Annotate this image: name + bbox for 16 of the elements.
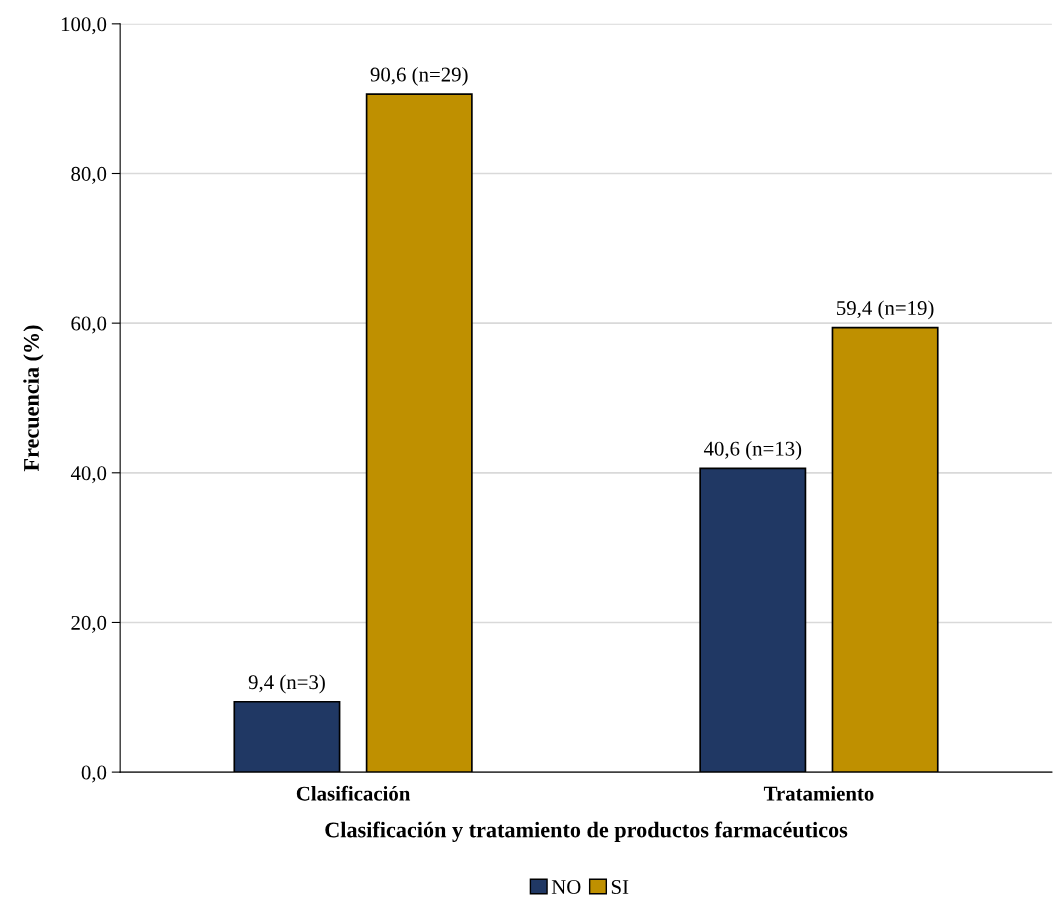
legend-label: NO	[551, 880, 581, 895]
x-tick-label: Clasificación	[296, 785, 411, 801]
y-tick-label: 60,0	[71, 316, 107, 334]
y-tick-label: 80,0	[71, 166, 107, 184]
y-axis-title: Frecuencia (%)	[23, 325, 44, 472]
data-label: 90,6 (n=29)	[370, 66, 468, 86]
legend-label: SI	[611, 880, 629, 895]
data-label: 9,4 (n=3)	[248, 674, 325, 694]
y-tick-label: 100,0	[61, 17, 107, 35]
x-axis-title: Clasificación y tratamiento de productos farmacéuticos	[325, 821, 848, 842]
y-tick-label: 20,0	[71, 615, 107, 633]
y-tick-label: 40,0	[70, 466, 107, 484]
y-tick-label: 0,0	[81, 765, 107, 783]
data-label: 40,6 (n=13)	[703, 441, 802, 460]
x-tick-label: Tratamiento	[763, 786, 874, 801]
data-label: 59,4 (n=19)	[837, 300, 934, 320]
